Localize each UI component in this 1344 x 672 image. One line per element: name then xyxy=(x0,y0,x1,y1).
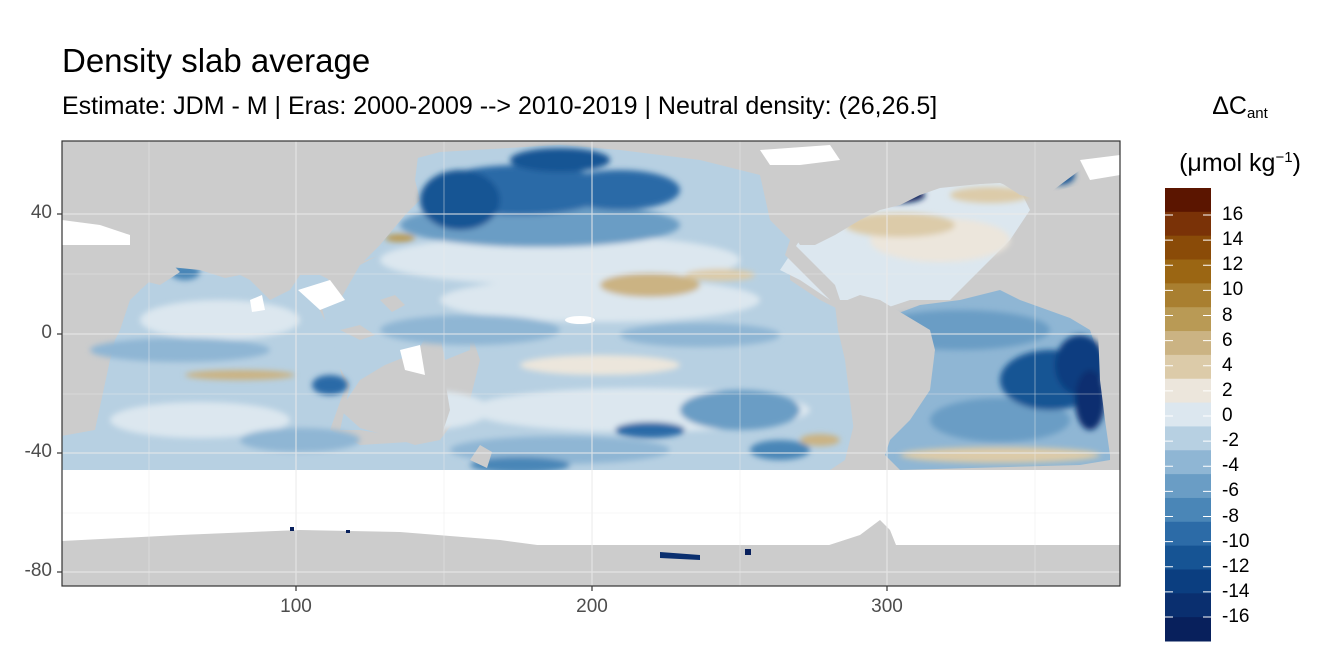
legend-color-step xyxy=(1165,402,1211,427)
legend-colorbar xyxy=(1165,188,1211,642)
legend-label: -12 xyxy=(1222,555,1250,577)
axis-ticks xyxy=(57,213,888,591)
legend-label: 14 xyxy=(1222,229,1244,251)
legend-color-step xyxy=(1165,450,1211,475)
legend-color-step xyxy=(1165,474,1211,499)
legend-color-step xyxy=(1165,331,1211,356)
legend-unit-prefix: (μmol kg xyxy=(1179,149,1276,177)
legend-unit-line: (μmol kg−1) xyxy=(1150,136,1330,185)
legend-color-step xyxy=(1165,283,1211,308)
legend-label: 12 xyxy=(1222,254,1244,276)
legend-unit-suffix: ) xyxy=(1292,149,1301,177)
legend-color-step xyxy=(1165,593,1211,618)
y-tick-label: -40 xyxy=(24,441,52,462)
legend-label: -14 xyxy=(1222,580,1250,602)
x-tick-label: 200 xyxy=(576,596,608,617)
legend-label: 4 xyxy=(1222,354,1233,376)
page-subtitle: Estimate: JDM - M | Eras: 2000-2009 --> … xyxy=(62,92,938,120)
panel-border xyxy=(61,140,1121,587)
legend-symbol-line: ΔCant xyxy=(1150,84,1330,136)
legend-label: 6 xyxy=(1222,329,1233,351)
land-masses xyxy=(62,141,1120,498)
legend-color-step xyxy=(1165,426,1211,451)
x-tick-label: 100 xyxy=(280,596,312,617)
legend-symbol: ΔC xyxy=(1212,92,1247,120)
legend-label: -6 xyxy=(1222,480,1239,502)
legend-label: 8 xyxy=(1222,304,1233,326)
legend-color-step xyxy=(1165,307,1211,332)
y-tick-label: 40 xyxy=(30,202,52,223)
legend-label: -16 xyxy=(1222,606,1250,627)
no-data-north xyxy=(62,145,1120,375)
legend-color-step xyxy=(1165,497,1211,523)
grid-lines xyxy=(62,141,1120,586)
y-tick-label: 0 xyxy=(41,322,52,343)
legend-label: -2 xyxy=(1222,430,1239,452)
legend-label: 16 xyxy=(1222,204,1244,225)
legend-color-step xyxy=(1165,354,1211,380)
legend-color-step xyxy=(1165,211,1211,237)
legend-color-step xyxy=(1165,569,1211,594)
legend-label: 0 xyxy=(1222,405,1233,426)
page-title: Density slab average xyxy=(62,42,371,79)
legend-label: -10 xyxy=(1222,530,1250,552)
legend-color-step xyxy=(1165,617,1211,642)
legend-color-step xyxy=(1165,235,1211,261)
x-tick-label: 300 xyxy=(871,596,903,617)
legend-label: 2 xyxy=(1222,379,1233,401)
legend-color-step xyxy=(1165,259,1211,284)
legend-color-step xyxy=(1165,545,1211,570)
legend-color-step xyxy=(1165,188,1211,213)
legend-label: -4 xyxy=(1222,455,1239,477)
legend-color-step xyxy=(1165,521,1211,547)
legend-label: -8 xyxy=(1222,505,1239,527)
legend-subscript: ant xyxy=(1246,105,1268,122)
legend-title: ΔCant (μmol kg−1) xyxy=(1150,84,1330,185)
y-tick-label: -80 xyxy=(24,560,52,581)
legend-unit-exponent: −1 xyxy=(1275,149,1293,166)
legend-label: 10 xyxy=(1222,279,1244,301)
no-data-south xyxy=(62,470,1120,586)
anomaly-patches xyxy=(90,148,1105,473)
